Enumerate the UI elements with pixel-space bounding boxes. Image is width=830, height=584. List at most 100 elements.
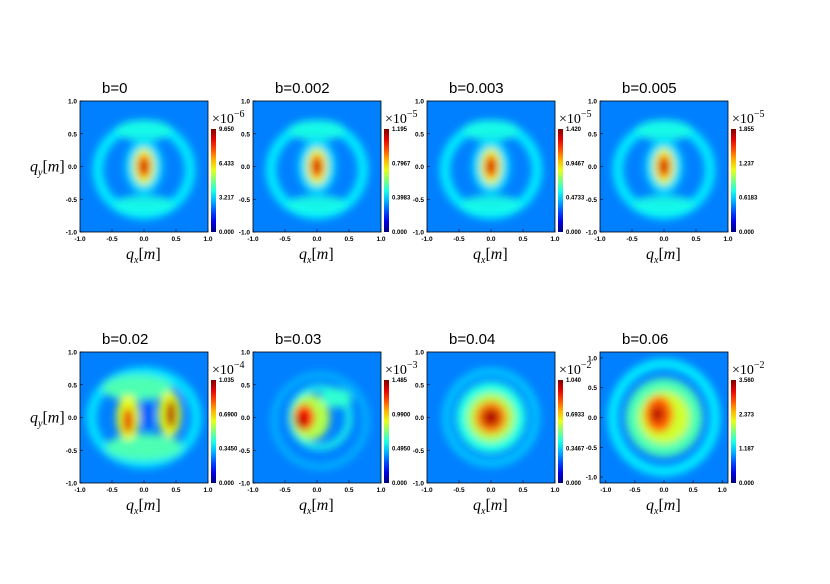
colorbar-tick-label: 0.3983 [392,196,411,202]
y-tick-label: 1.0 [588,355,597,362]
x-tick-label: 1.0 [203,236,212,243]
y-tick-label: 0.0 [68,415,77,422]
colorbar-tick-label: 0.000 [566,481,582,487]
y-tick-label: 0.0 [241,415,250,422]
colorbar-tick-label: 1.187 [739,447,755,453]
intensity-region [113,195,175,214]
x-tick-label: 1.0 [550,236,559,243]
x-tick-label: 0.5 [344,487,353,494]
colorbar-tick-label: 0.4950 [392,447,411,453]
y-tick-label: -0.5 [413,197,425,204]
x-tick-label: 0.5 [344,236,353,243]
y-tick-label: 0.5 [241,131,250,138]
intensity-region [313,159,321,174]
colorbar-tick-label: 0.000 [739,230,755,236]
colorbar-tick-label: 0.3450 [219,447,238,453]
chart-panel: b=0.03 -1.0 -0.5 0.0 0.5 1.0 1.0 0.5 0.0 -0.5 -1.0… [239,331,418,517]
x-tick-label: -0.5 [453,487,465,494]
x-axis-label: qx[m] [473,497,508,517]
y-tick-label: 0.5 [588,385,597,392]
intensity-region [122,407,134,434]
colorbar-tick-label: 9.650 [219,127,235,133]
colorbar [211,380,216,483]
y-tick-label: 0.0 [415,164,424,171]
x-tick-label: -0.5 [106,487,118,494]
intensity-region [140,397,154,431]
colorbar-exponent: ×10−5 [559,109,592,127]
x-tick-label: 0.0 [312,487,321,494]
intensity-region [320,388,353,408]
x-tick-label: 0.0 [139,236,148,243]
colorbar-tick-label: 1.040 [566,378,582,384]
intensity-region [102,374,173,402]
y-tick-label: -0.5 [586,197,598,204]
y-tick-label: -0.5 [413,448,425,455]
x-tick-label: 0.0 [659,236,668,243]
colorbar-tick-label: 0.6900 [219,412,238,418]
colorbar-tick-label: 0.000 [392,481,408,487]
colorbar-tick-label: 0.6183 [739,196,758,202]
x-tick-label: -0.5 [626,236,638,243]
y-tick-label: -1.0 [413,230,425,237]
y-tick-label: 1.0 [68,350,77,357]
y-tick-label: 1.0 [415,99,424,106]
colorbar-tick-label: 0.000 [739,481,755,487]
x-tick-label: -0.5 [279,236,291,243]
x-axis-label: qx[m] [126,497,161,517]
x-tick-label: -0.5 [453,236,465,243]
colorbar-tick-label: 3.560 [739,378,755,384]
colorbar-exponent: ×10−2 [732,360,765,378]
y-tick-label: -1.0 [66,230,78,237]
intensity-region [482,408,500,427]
x-axis-label: qx[m] [646,497,681,517]
intensity-region [295,414,307,428]
y-tick-label: 0.0 [588,164,597,171]
chart-title: b=0.003 [449,80,504,97]
chart-panel: b=0.002 -1.0 -0.5 0.0 0.5 1.0 1.0 0.5 0.0 -0.5 -1.… [239,80,418,266]
y-axis-label: qy[m] [30,159,65,179]
intensity-region [140,159,148,174]
x-tick-label: 0.0 [139,487,148,494]
y-tick-label: 0.5 [415,382,424,389]
intensity-region [660,159,668,174]
colorbar-tick-label: 0.7967 [392,161,411,167]
intensity-ring [442,367,540,468]
y-tick-label: -1.0 [66,481,78,488]
intensity-region [165,399,177,429]
colorbar-tick-label: 0.9467 [566,161,585,167]
intensity-ring [271,371,370,470]
colorbar [384,129,389,232]
colorbar-tick-label: 1.237 [739,161,755,167]
y-tick-label: -0.5 [586,445,598,452]
colorbar-exponent: ×10−2 [559,360,592,378]
colorbar-tick-label: 1.420 [566,127,582,133]
x-axis-label: qx[m] [646,246,681,266]
colorbar-tick-label: 0.000 [392,230,408,236]
intensity-ring [607,358,721,477]
y-tick-label: 0.5 [68,131,77,138]
colorbar [558,380,563,483]
colorbar-tick-label: 0.6933 [566,412,585,418]
chart-panel: b=0.04 -1.0 -0.5 0.0 0.5 1.0 1.0 0.5 0.0 -0.5 -1.0… [413,331,592,517]
colorbar-tick-label: 1.035 [219,378,235,384]
x-tick-label: -1.0 [421,236,433,243]
x-tick-label: 0.5 [518,487,527,494]
x-tick-label: 1.0 [376,487,385,494]
y-tick-label: 0.5 [588,131,597,138]
colorbar-tick-label: 2.373 [739,412,755,418]
x-tick-label: 0.0 [659,487,668,494]
x-axis-label: qx[m] [126,246,161,266]
x-tick-label: -1.0 [247,236,259,243]
chart-panel: b=0.003 -1.0 -0.5 0.0 0.5 1.0 1.0 0.5 0.0 -0.5 -1.… [413,80,592,266]
colorbar-exponent: ×10−3 [385,360,418,378]
colorbar-tick-label: 0.000 [219,481,235,487]
y-tick-label: 0.0 [241,164,250,171]
y-tick-label: 1.0 [241,350,250,357]
intensity-region [286,195,348,214]
chart-title: b=0.005 [622,80,677,97]
y-tick-label: 1.0 [241,99,250,106]
x-tick-label: 0.5 [518,236,527,243]
y-tick-label: 1.0 [415,350,424,357]
colorbar [731,129,736,232]
